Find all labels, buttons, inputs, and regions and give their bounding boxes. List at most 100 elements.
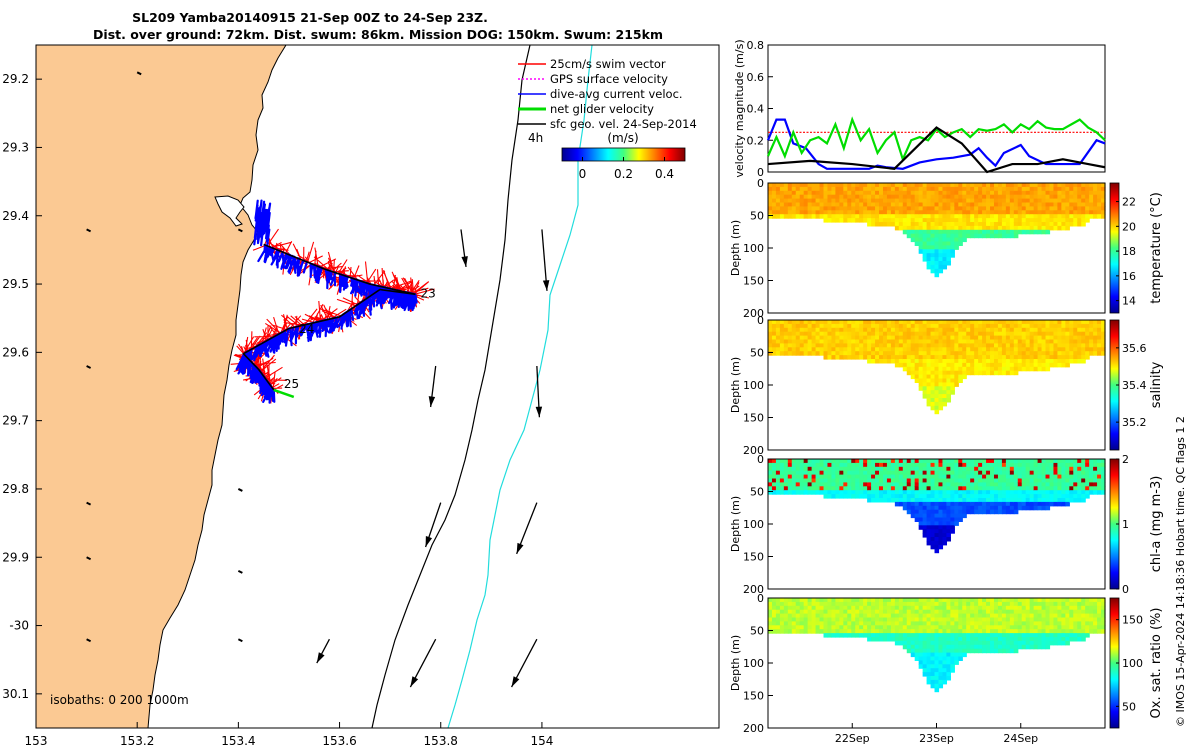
section-cell	[926, 672, 932, 677]
section-cell	[1041, 474, 1047, 480]
section-cell	[930, 198, 936, 204]
velocity-y-tick-label: 0.8	[747, 39, 765, 52]
section-cell	[1097, 339, 1102, 344]
section-cell	[823, 478, 829, 483]
section-cell	[993, 320, 999, 325]
section-cell	[946, 374, 951, 380]
section-cell	[768, 190, 773, 196]
section-cell	[914, 486, 920, 491]
section-cell	[839, 327, 844, 333]
section-cell	[882, 183, 888, 188]
section-cell	[835, 621, 840, 626]
section-cell	[974, 347, 979, 352]
section-cell	[1069, 320, 1074, 325]
section-cell	[982, 210, 987, 215]
section-cell	[1029, 347, 1035, 352]
section-cell	[1073, 327, 1078, 333]
section-cell	[958, 366, 963, 372]
section-cell	[922, 229, 928, 235]
section-cell	[879, 490, 884, 495]
section-cell	[859, 202, 864, 207]
section-cell	[922, 327, 928, 333]
section-cell	[898, 194, 904, 200]
section-cell	[795, 617, 801, 622]
section-cell	[1089, 625, 1094, 630]
section-cell	[942, 621, 948, 626]
section-cell	[1061, 194, 1066, 200]
section-cell	[974, 474, 979, 480]
section-cell	[1045, 617, 1051, 622]
isobath-note: isobaths: 0 200 1000m	[50, 693, 189, 707]
section-cell	[1045, 501, 1051, 507]
colorbar-tick-label: 1	[1122, 518, 1129, 531]
section-cell	[930, 540, 936, 546]
section-cell	[942, 660, 948, 665]
section-cell	[958, 459, 963, 464]
section-cell	[986, 323, 991, 329]
section-cell	[986, 601, 991, 607]
section-cell	[875, 355, 880, 360]
section-cell	[1085, 613, 1090, 619]
section-cell	[1017, 320, 1023, 325]
section-cell	[958, 513, 963, 519]
section-cell	[938, 617, 944, 622]
section-cell	[942, 517, 948, 522]
section-cell	[966, 637, 971, 642]
section-cell	[910, 210, 916, 215]
section-cell	[926, 323, 932, 329]
section-cell	[902, 202, 908, 207]
section-cell	[1101, 194, 1106, 200]
section-cell	[1041, 331, 1047, 337]
section-cell	[922, 609, 928, 615]
section-cell	[966, 186, 971, 192]
section-cell	[1065, 474, 1070, 480]
section-cell	[886, 359, 892, 364]
section-cell	[890, 486, 896, 491]
section-cell	[779, 323, 785, 329]
section-cell	[938, 194, 944, 200]
section-cell	[1053, 625, 1059, 630]
section-cell	[843, 202, 848, 207]
section-cell	[986, 462, 991, 468]
section-cell	[934, 648, 940, 654]
section-cell	[914, 202, 920, 207]
section-cell	[1021, 343, 1027, 348]
section-cell	[867, 202, 872, 207]
section-cell	[867, 198, 872, 204]
section-cell	[990, 462, 995, 468]
section-cell	[894, 194, 900, 200]
section-cell	[851, 339, 856, 344]
section-cell	[970, 637, 975, 642]
section-cell	[775, 617, 781, 622]
section-cell	[795, 459, 801, 464]
section-cell	[1045, 320, 1051, 325]
section-cell	[986, 644, 991, 650]
section-cell	[942, 343, 948, 348]
section-cell	[1041, 225, 1047, 231]
section-cell	[946, 613, 951, 619]
section-cell	[839, 186, 844, 192]
section-cell	[1013, 198, 1019, 204]
section-cell	[898, 462, 904, 468]
section-cell	[930, 264, 936, 270]
section-cell	[1065, 214, 1070, 219]
section-cell	[970, 617, 975, 622]
section-y-tick-label: 150	[743, 412, 764, 425]
section-cell	[875, 609, 880, 615]
section-cell	[779, 320, 785, 325]
section-cell	[886, 598, 892, 603]
section-cell	[859, 617, 864, 622]
section-cell	[847, 601, 852, 607]
section-cell	[779, 486, 785, 491]
section-cell	[898, 214, 904, 219]
section-cell	[950, 498, 955, 503]
colorbar-tick-label: 16	[1122, 270, 1136, 283]
section-cell	[902, 359, 908, 364]
section-cell	[1045, 362, 1051, 368]
section-cell	[859, 218, 864, 223]
section-cell	[1093, 214, 1098, 219]
section-cell	[1073, 218, 1078, 223]
legend-colorbar-tick-label: 0.4	[655, 167, 674, 181]
section-cell	[922, 459, 928, 464]
section-cell	[1101, 466, 1106, 472]
